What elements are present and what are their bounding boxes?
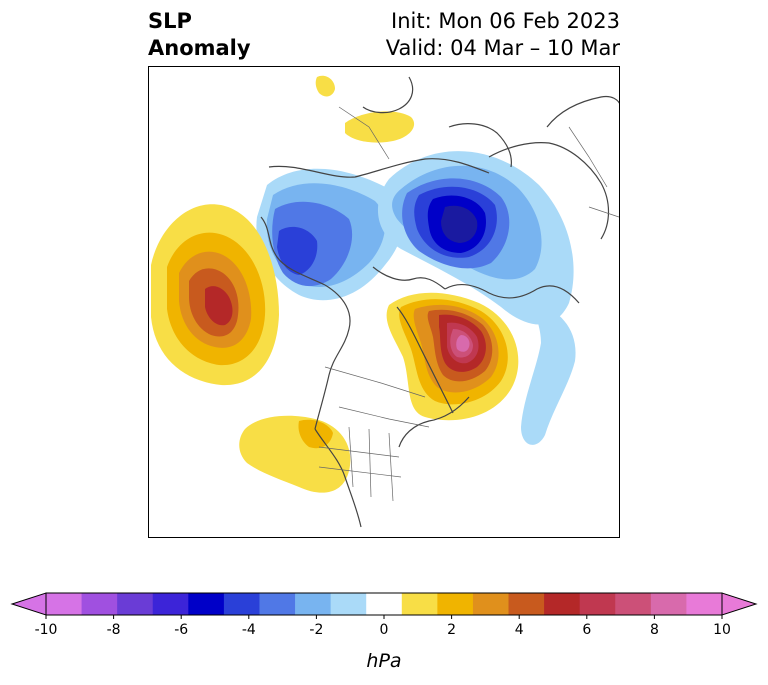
title-dates: Init: Mon 06 Feb 2023 Valid: 04 Mar – 10… <box>386 8 620 62</box>
title-variable-line2: Anomaly <box>148 36 251 60</box>
colorbar-tick-label: -6 <box>174 622 188 638</box>
colorbar-tick-label: -8 <box>107 622 121 638</box>
colorbar-ticks: -10 -8 -6 -4 -2 0 2 4 6 8 10 <box>35 615 731 638</box>
title-variable: SLP Anomaly <box>148 8 251 62</box>
colorbar-swatch <box>401 593 438 615</box>
colorbar-swatch <box>686 593 723 615</box>
map-panel <box>148 66 620 538</box>
colorbar-swatch <box>650 593 687 615</box>
coastlines <box>260 76 619 528</box>
anomaly-positive-northern-europe <box>315 75 415 143</box>
colorbar-swatch <box>223 593 260 615</box>
map-svg <box>151 75 619 528</box>
colorbar-swatch <box>472 593 510 615</box>
colorbar-tick-label: 10 <box>713 622 731 638</box>
colorbar-tick-label: 8 <box>650 622 659 638</box>
init-date-label: Init: Mon 06 Feb 2023 <box>391 9 620 33</box>
colorbar-swatch <box>81 593 118 615</box>
colorbar-tick-label: 0 <box>380 622 389 638</box>
political-borders <box>318 106 619 502</box>
colorbar-boxes <box>10 592 758 616</box>
colorbar-swatch <box>188 593 225 615</box>
colorbar-tick-label: 4 <box>515 622 524 638</box>
colorbar-swatch <box>152 593 189 615</box>
anomaly-negative-atlantic <box>521 303 576 445</box>
colorbar-tick-label: -2 <box>309 622 323 638</box>
colorbar-tick-label: -4 <box>242 622 256 638</box>
anomaly-positive-greenland <box>386 292 519 421</box>
anomaly-negative-bering <box>256 168 404 301</box>
colorbar-swatch <box>259 593 296 615</box>
anomaly-negative-scandinavia <box>377 151 574 325</box>
colorbar-extend-max <box>721 592 758 616</box>
valid-date-label: Valid: 04 Mar – 10 Mar <box>385 36 620 60</box>
colorbar-swatch <box>615 593 652 615</box>
colorbar-swatch <box>46 593 83 615</box>
colorbar-swatch <box>366 593 403 615</box>
colorbar-swatch <box>437 593 474 615</box>
colorbar-extend-min <box>10 592 47 616</box>
colorbar-swatch <box>579 593 616 615</box>
colorbar-tick-label: -10 <box>35 622 58 638</box>
colorbar-swatch <box>295 593 332 615</box>
colorbar-swatch <box>508 593 545 615</box>
colorbar-swatch <box>330 593 367 615</box>
colorbar-tick-label: 6 <box>582 622 591 638</box>
colorbar-swatch <box>544 593 581 615</box>
colorbar: -10 -8 -6 -4 -2 0 2 4 6 8 10 hPa <box>10 592 758 672</box>
title-variable-line1: SLP <box>148 9 192 33</box>
colorbar-swatch <box>117 593 154 615</box>
colorbar-unit-label: hPa <box>366 650 401 672</box>
anomaly-positive-western-us <box>239 415 351 493</box>
anomaly-positive-gulf-of-alaska <box>151 204 279 386</box>
colorbar-tick-label: 2 <box>447 622 456 638</box>
